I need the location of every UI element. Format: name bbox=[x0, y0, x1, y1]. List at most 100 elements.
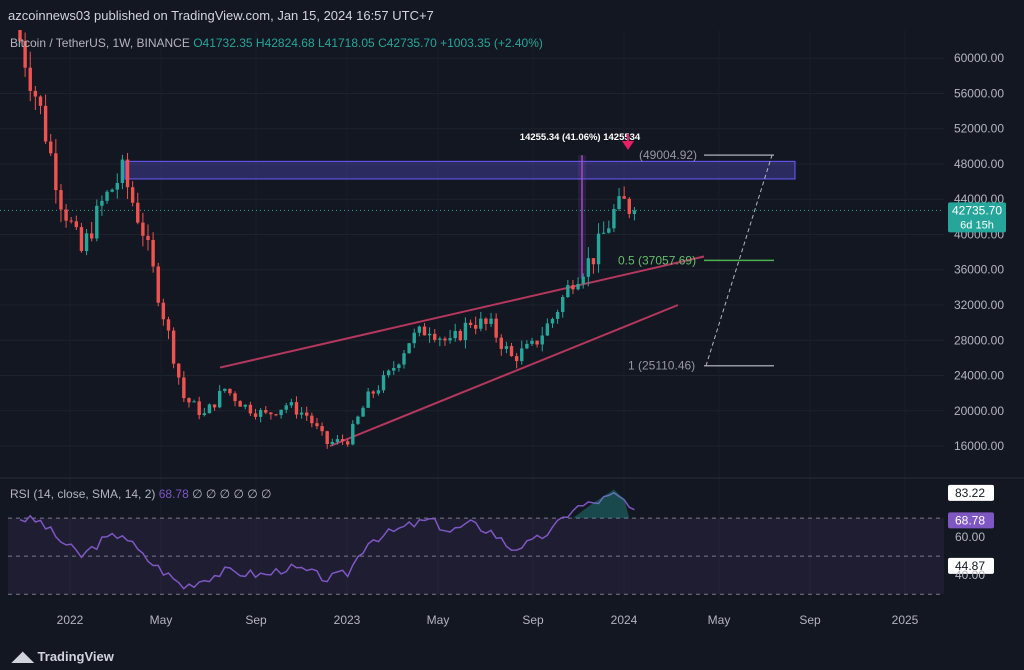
candle bbox=[571, 279, 575, 295]
candle bbox=[402, 349, 406, 369]
symbol-legend[interactable]: Bitcoin / TetherUS, 1W, BINANCE O41732.3… bbox=[10, 36, 543, 50]
candle bbox=[479, 311, 483, 332]
rsi-legend[interactable]: RSI (14, close, SMA, 14, 2) 68.78 ∅ ∅ ∅ … bbox=[10, 487, 272, 501]
rsi-level-badge bbox=[948, 484, 994, 501]
candle bbox=[376, 385, 381, 396]
candle bbox=[125, 153, 130, 199]
price-tick-label: 60000.00 bbox=[954, 51, 1004, 65]
price-tick-label: 20000.00 bbox=[954, 404, 1004, 418]
candle bbox=[243, 404, 247, 410]
candle bbox=[371, 390, 375, 399]
candle bbox=[489, 312, 493, 328]
candle bbox=[192, 399, 196, 403]
candle bbox=[197, 396, 201, 420]
tradingview-logo[interactable]: ◢◣ TradingView bbox=[12, 648, 114, 665]
candle bbox=[632, 206, 637, 221]
candle bbox=[596, 223, 601, 273]
candle bbox=[356, 415, 360, 426]
candle bbox=[427, 327, 432, 343]
ohlc-open: O41732.35 bbox=[193, 36, 253, 50]
candle bbox=[166, 316, 171, 340]
time-tick-label: Sep bbox=[799, 613, 821, 627]
candle bbox=[95, 199, 99, 242]
rsi-tick-label: 40.00 bbox=[955, 568, 985, 582]
ohlc-change: +1003.35 (+2.40%) bbox=[440, 36, 543, 50]
candle bbox=[100, 195, 104, 216]
candle bbox=[182, 371, 186, 403]
candle bbox=[566, 279, 570, 298]
wedge-lower-line bbox=[329, 304, 679, 447]
current-price-countdown: 6d 15h bbox=[960, 219, 994, 231]
candle bbox=[320, 422, 324, 436]
time-tick-label: 2025 bbox=[892, 613, 919, 627]
time-tick-label: 2024 bbox=[611, 613, 638, 627]
rsi-label[interactable]: RSI (14, close, SMA, 14, 2) bbox=[10, 487, 156, 501]
price-tick-label: 56000.00 bbox=[954, 86, 1004, 100]
candle bbox=[499, 334, 503, 356]
candle bbox=[151, 232, 155, 273]
candle bbox=[530, 337, 534, 347]
candle bbox=[601, 221, 606, 234]
candle bbox=[458, 329, 463, 342]
candle bbox=[110, 188, 114, 193]
candle bbox=[141, 212, 145, 247]
candle bbox=[438, 336, 442, 347]
wedge-upper-line bbox=[219, 255, 705, 369]
candle bbox=[453, 323, 457, 342]
rsi-value: 68.78 bbox=[158, 487, 189, 501]
candle bbox=[38, 95, 43, 115]
candle bbox=[264, 406, 268, 415]
candle bbox=[284, 402, 288, 414]
candle bbox=[351, 420, 355, 446]
candle bbox=[335, 435, 340, 445]
rsi-tick-label: 83.22 bbox=[955, 486, 985, 500]
candle bbox=[177, 362, 181, 385]
rsi-overbought-fill bbox=[572, 489, 630, 519]
rsi-tick-label: 60.00 bbox=[955, 530, 985, 544]
candle bbox=[315, 417, 319, 430]
candle bbox=[156, 262, 160, 307]
candle bbox=[617, 187, 621, 211]
time-tick-label: May bbox=[708, 613, 731, 627]
candle bbox=[330, 438, 335, 446]
candle bbox=[89, 221, 94, 242]
candle bbox=[105, 189, 109, 204]
time-tick-label: May bbox=[427, 613, 450, 627]
tradingview-mark-icon: ◢◣ bbox=[12, 648, 34, 664]
symbol-name[interactable]: Bitcoin / TetherUS, 1W, BINANCE bbox=[10, 36, 190, 50]
candle bbox=[187, 397, 191, 408]
candle bbox=[525, 340, 529, 350]
candle bbox=[433, 329, 437, 343]
candle bbox=[217, 385, 222, 409]
rsi-level-badge bbox=[948, 557, 994, 574]
candle bbox=[381, 370, 386, 394]
time-tick-label: 2022 bbox=[57, 613, 84, 627]
candle bbox=[443, 336, 447, 346]
tradingview-brand: TradingView bbox=[37, 649, 114, 664]
candle bbox=[228, 388, 232, 396]
rsi-series bbox=[19, 489, 635, 590]
candle bbox=[33, 85, 38, 110]
candle bbox=[120, 154, 125, 190]
publisher-info: azcoinnews03 published on TradingView.co… bbox=[8, 8, 434, 23]
candle bbox=[607, 220, 611, 234]
candle bbox=[463, 317, 468, 349]
candle bbox=[299, 407, 304, 419]
candle bbox=[294, 396, 299, 419]
candle bbox=[540, 326, 544, 352]
candle bbox=[468, 319, 473, 328]
candle bbox=[279, 409, 283, 419]
candle bbox=[550, 317, 555, 328]
candle bbox=[64, 203, 68, 228]
rsi-line-path bbox=[19, 491, 635, 590]
candle bbox=[581, 273, 585, 289]
candle bbox=[535, 340, 539, 348]
candle bbox=[171, 327, 176, 369]
candle bbox=[74, 215, 79, 230]
time-tick-label: Sep bbox=[522, 613, 544, 627]
candle bbox=[586, 247, 591, 287]
candle bbox=[305, 406, 309, 421]
candle bbox=[366, 387, 370, 409]
candle bbox=[520, 340, 524, 365]
